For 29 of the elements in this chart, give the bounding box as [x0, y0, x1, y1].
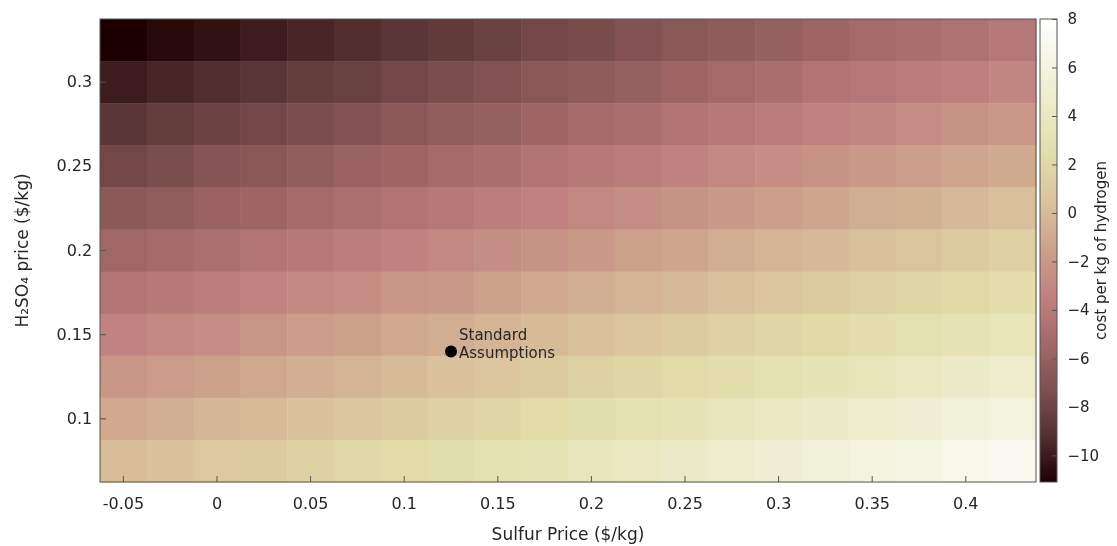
y-tick-label: 0.15 [56, 324, 93, 344]
color-bar-label: 4 [1067, 107, 1078, 126]
color-bar-title: cost per kg of hydrogen [1092, 161, 1110, 340]
x-tick-label: 0.1 [391, 494, 417, 513]
x-tick-label: 0.05 [292, 494, 329, 513]
color-bar-label: 6 [1067, 58, 1078, 77]
x-tick-label: 0.3 [765, 494, 792, 513]
color-bar-label: −4 [1067, 301, 1090, 320]
y-tick-label: 0.1 [66, 408, 93, 428]
color-bar-label: −2 [1067, 252, 1090, 271]
color-bar-label: 2 [1067, 155, 1078, 174]
x-tick-label: 0.35 [854, 494, 891, 513]
color-bar-label: −8 [1067, 398, 1090, 417]
color-bar-label: 8 [1067, 10, 1078, 29]
y-tick-label: 0.25 [56, 156, 93, 176]
x-axis-title: Sulfur Price ($/kg) [491, 524, 645, 544]
color-bar-label: 0 [1067, 204, 1078, 223]
y-tick-label: 0.3 [66, 72, 93, 92]
x-tick-label: 0.25 [667, 494, 703, 513]
x-tick-label: 0.15 [479, 494, 516, 513]
x-tick-label: -0.05 [102, 494, 145, 513]
x-tick-label: 0.4 [953, 494, 979, 513]
annotation: Standard Assumptions [459, 325, 556, 363]
x-tick-label: 0.2 [578, 494, 605, 513]
y-axis-title: H₂SO₄ price ($/kg) [12, 173, 32, 328]
x-tick-label: 0 [211, 494, 223, 513]
color-bar-label: −10 [1067, 446, 1100, 465]
y-tick-label: 0.2 [66, 240, 93, 260]
color-bar-label: −6 [1067, 349, 1090, 368]
